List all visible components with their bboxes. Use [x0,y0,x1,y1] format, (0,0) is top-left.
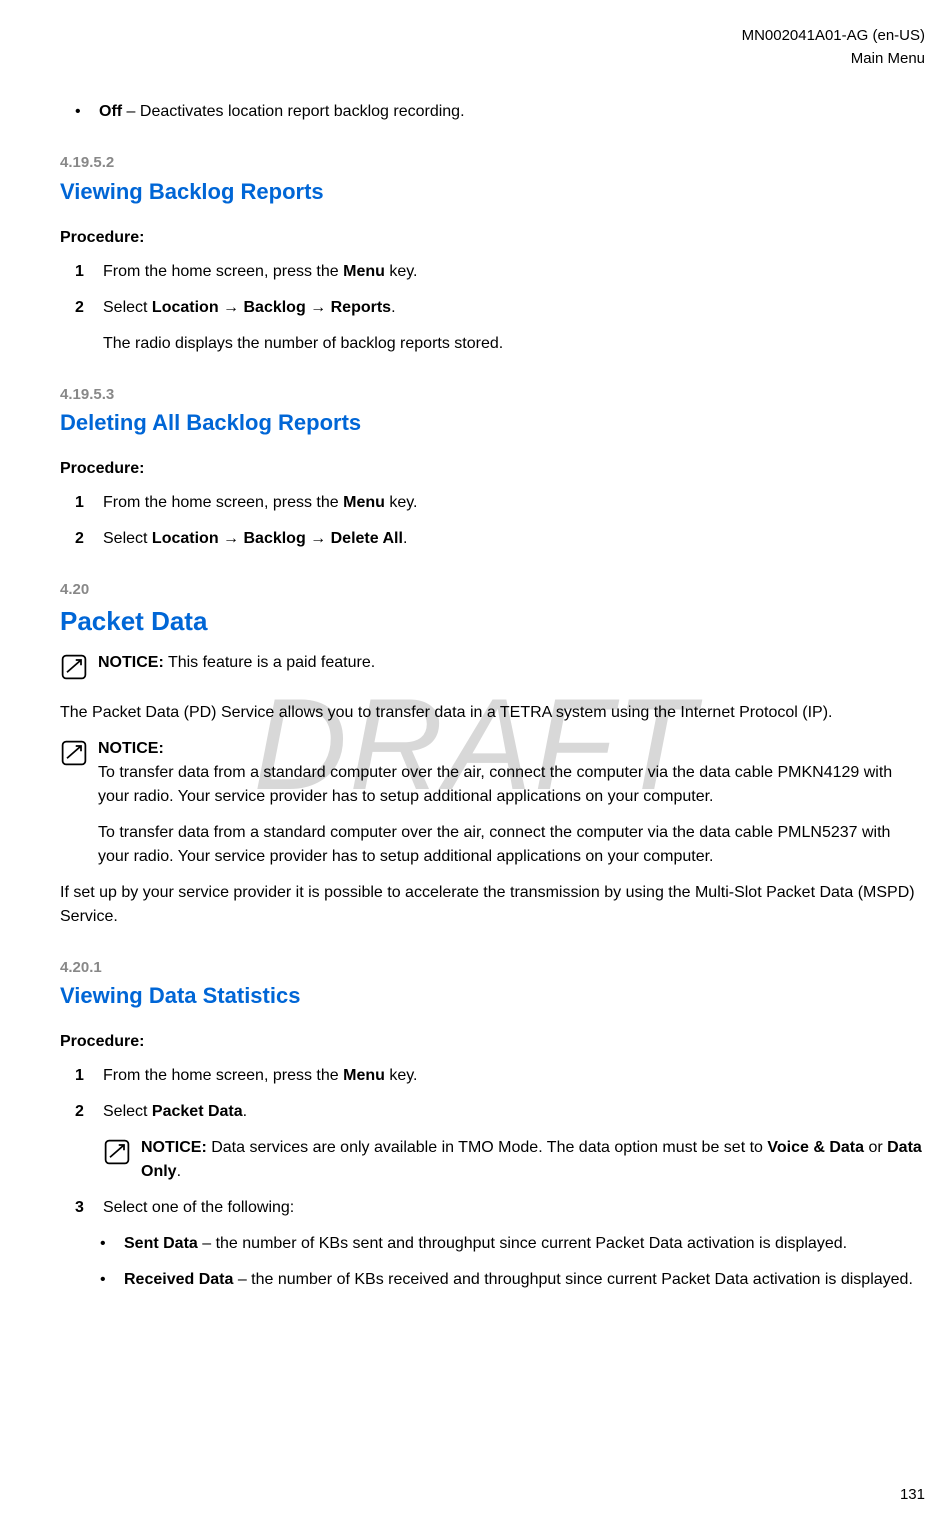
section-number-41952: 4.19.5.2 [60,152,925,175]
step-41952-2: 2 Select Location → Backlog → Reports. [60,296,925,320]
sub-bullet-received: • Received Data – the number of KBs rece… [60,1268,925,1292]
step-text: From the home screen, press the Menu key… [103,1064,925,1088]
notice-4201: NOTICE: Data services are only available… [60,1136,925,1184]
step-text: From the home screen, press the Menu key… [103,491,925,515]
step-4201-2: 2 Select Packet Data. [60,1100,925,1124]
notice-text: NOTICE: Data services are only available… [141,1136,925,1184]
notice-420-1: NOTICE: This feature is a paid feature. [60,651,925,689]
step-text: Select Location → Backlog → Reports. [103,296,925,320]
bullet-marker: • [75,100,99,124]
step-number: 2 [75,527,103,551]
notice-420-2: NOTICE: To transfer data from a standard… [60,737,925,869]
step-text: Select Location → Backlog → Delete All. [103,527,925,551]
section-number-4201: 4.20.1 [60,957,925,980]
bullet-marker: • [100,1232,124,1256]
off-desc: – Deactivates location report backlog re… [122,103,464,120]
page-content: MN002041A01-AG (en-US) Main Menu • Off –… [60,25,925,1292]
page-number: 131 [900,1484,925,1507]
doc-id: MN002041A01-AG (en-US) [60,25,925,48]
step-text: From the home screen, press the Menu key… [103,260,925,284]
section-name: Main Menu [60,48,925,71]
page-header: MN002041A01-AG (en-US) Main Menu [60,25,925,70]
step-41953-2: 2 Select Location → Backlog → Delete All… [60,527,925,551]
step-41952-1: 1 From the home screen, press the Menu k… [60,260,925,284]
step-number: 2 [75,296,103,320]
procedure-label-41953: Procedure: [60,457,925,481]
step-4201-3: 3 Select one of the following: [60,1196,925,1220]
sub-bullet-text: Received Data – the number of KBs receiv… [124,1268,913,1292]
notice-icon [60,737,98,869]
step-number: 1 [75,1064,103,1088]
step-4201-1: 1 From the home screen, press the Menu k… [60,1064,925,1088]
step-number: 1 [75,491,103,515]
step-number: 1 [75,260,103,284]
bullet-text: Off – Deactivates location report backlo… [99,100,465,124]
bullet-off: • Off – Deactivates location report back… [60,100,925,124]
para-420-1: The Packet Data (PD) Service allows you … [60,701,925,725]
step-41953-1: 1 From the home screen, press the Menu k… [60,491,925,515]
procedure-label-4201: Procedure: [60,1030,925,1054]
sub-bullet-sent: • Sent Data – the number of KBs sent and… [60,1232,925,1256]
section-number-41953: 4.19.5.3 [60,384,925,407]
off-label: Off [99,103,122,120]
procedure-label-41952: Procedure: [60,226,925,250]
step-41952-result: The radio displays the number of backlog… [60,332,925,356]
notice-icon [103,1136,141,1184]
step-number: 2 [75,1100,103,1124]
para-420-2: If set up by your service provider it is… [60,881,925,929]
notice-text: NOTICE: To transfer data from a standard… [98,737,925,869]
step-text: Select Packet Data. [103,1100,925,1124]
section-title-4201: Viewing Data Statistics [60,979,925,1012]
section-title-41953: Deleting All Backlog Reports [60,406,925,439]
notice-text: NOTICE: This feature is a paid feature. [98,651,925,689]
section-title-41952: Viewing Backlog Reports [60,175,925,208]
section-title-420: Packet Data [60,602,925,641]
section-number-420: 4.20 [60,579,925,602]
bullet-marker: • [100,1268,124,1292]
step-text: Select one of the following: [103,1196,925,1220]
step-number: 3 [75,1196,103,1220]
sub-bullet-text: Sent Data – the number of KBs sent and t… [124,1232,847,1256]
notice-icon [60,651,98,689]
